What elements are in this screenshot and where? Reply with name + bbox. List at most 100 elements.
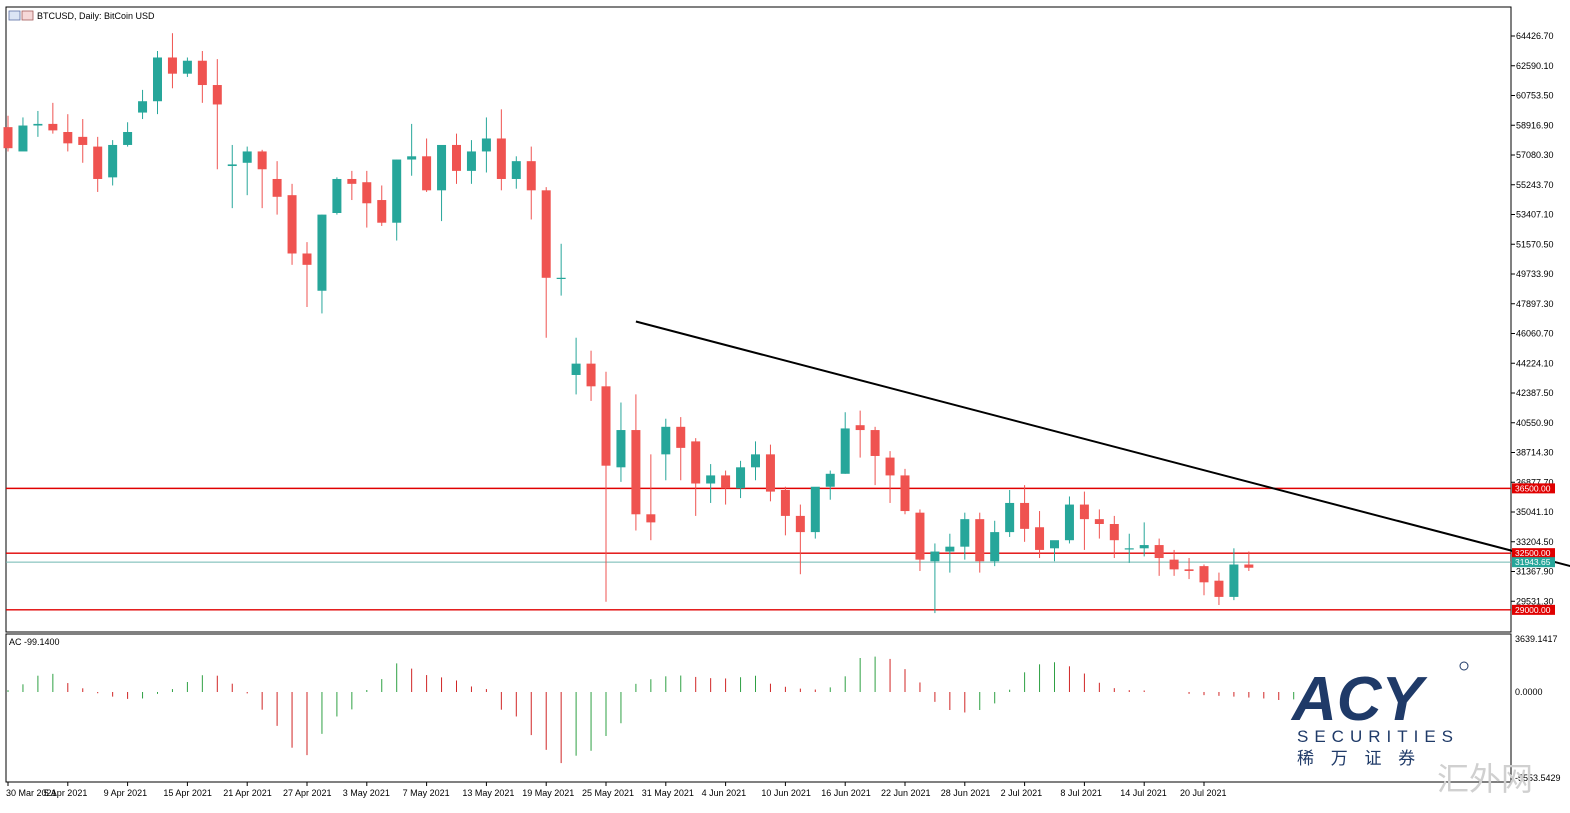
candle-body	[377, 200, 387, 223]
candle-body	[197, 60, 207, 86]
svg-text:SECURITIES: SECURITIES	[1297, 727, 1459, 746]
indicator-max-label: 3639.1417	[1515, 634, 1558, 644]
corner-watermark: 汇外网	[1437, 761, 1533, 797]
candle-body	[1064, 504, 1074, 541]
acy-logo: ACY SECURITIES 稀 万 证 券	[1290, 661, 1469, 768]
candle-body	[601, 386, 611, 466]
candle-body	[1199, 566, 1209, 583]
candle-body	[392, 159, 402, 223]
candle-body	[182, 60, 192, 74]
date-tick-label: 15 Apr 2021	[163, 788, 212, 798]
candle-body	[1184, 569, 1194, 571]
candle-body	[900, 475, 910, 512]
level-tag-label: 29000.00	[1515, 605, 1551, 615]
price-tick-label: 51570.50	[1516, 239, 1554, 249]
candle-body	[287, 195, 297, 254]
indicator-min-label: -5553.5429	[1515, 773, 1561, 783]
indicator-zero-label: 0.0000	[1515, 687, 1543, 697]
candle-body	[452, 144, 461, 171]
candle-body	[795, 515, 805, 533]
candle-body	[571, 363, 581, 375]
window-icon[interactable]	[8, 10, 34, 21]
candle-body	[990, 532, 1000, 562]
candle-body	[870, 430, 880, 456]
date-tick-label: 27 Apr 2021	[283, 788, 332, 798]
date-tick-label: 7 May 2021	[403, 788, 450, 798]
candle-body	[138, 101, 148, 113]
level-tag-label: 32500.00	[1515, 548, 1551, 558]
candle-body	[3, 127, 13, 149]
candle-body	[975, 519, 985, 562]
chart-title: BTCUSD, Daily: BitCoin USD	[37, 11, 155, 21]
candle-body	[302, 253, 312, 265]
candle-body	[1094, 519, 1104, 525]
candle-body	[78, 136, 88, 145]
bid-tag	[1512, 557, 1555, 568]
candle-body	[1035, 527, 1045, 550]
price-tick-label: 40550.90	[1516, 418, 1554, 428]
candle-body	[1169, 559, 1179, 570]
date-tick-label: 25 May 2021	[582, 788, 634, 798]
candle-body	[272, 178, 282, 197]
date-tick-label: 5 Apr 2021	[44, 788, 88, 798]
candle-body	[227, 164, 237, 167]
candle-body	[1020, 502, 1030, 529]
price-tick-label: 42387.50	[1516, 388, 1554, 398]
indicator-label: AC -99.1400	[9, 637, 60, 647]
price-tick-label: 64426.70	[1516, 31, 1554, 41]
candle-body	[736, 467, 746, 489]
candle-body	[661, 426, 671, 455]
candle-body	[1005, 502, 1015, 533]
candle-body	[646, 514, 656, 523]
date-tick-label: 28 Jun 2021	[941, 788, 991, 798]
price-tick-label: 49733.90	[1516, 269, 1554, 279]
price-tick-label: 53407.10	[1516, 210, 1554, 220]
level-tag-label: 36500.00	[1515, 483, 1551, 493]
date-tick-label: 19 May 2021	[522, 788, 574, 798]
svg-text:ACY: ACY	[1290, 665, 1429, 734]
price-tick-label: 57080.30	[1516, 150, 1554, 160]
price-tick-label: 36877.70	[1516, 477, 1554, 487]
candle-body	[362, 182, 372, 204]
candle-body	[1229, 564, 1239, 597]
indicator-panel-frame	[5, 633, 1512, 783]
date-tick-label: 16 Jun 2021	[821, 788, 871, 798]
candle-body	[93, 146, 103, 179]
candle-body	[960, 519, 970, 547]
candle-body	[347, 178, 357, 184]
candle-body	[840, 428, 850, 474]
candle-body	[1139, 545, 1149, 549]
trend-line[interactable]	[635, 320, 1570, 576]
price-axis: 64426.70 62590.10 60753.50 58916.90 57080.30…	[1511, 31, 1554, 606]
candle-body	[556, 277, 566, 279]
candle-body	[422, 156, 432, 191]
date-tick-label: 8 Jul 2021	[1060, 788, 1102, 798]
candle-body	[18, 125, 28, 152]
candle-body	[437, 144, 447, 191]
candle-body	[751, 454, 760, 468]
price-tick-label: 33204.50	[1516, 537, 1554, 547]
candle-body	[242, 151, 252, 163]
candle-body	[721, 475, 731, 489]
candle-body	[496, 138, 506, 179]
candle-body	[885, 457, 895, 476]
candle-body	[706, 475, 716, 484]
price-tick-label: 55243.70	[1516, 180, 1554, 190]
candle-body	[481, 138, 491, 152]
date-tick-label: 3 May 2021	[343, 788, 390, 798]
candle-body	[63, 132, 73, 144]
candle-body	[332, 178, 342, 213]
bid-tag-label: 31943.65	[1515, 557, 1551, 567]
trendline[interactable]	[635, 320, 1570, 576]
price-tick-label: 62590.10	[1516, 61, 1554, 71]
candle-body	[586, 363, 596, 387]
candle-body	[691, 441, 701, 484]
date-tick-label: 2 Jul 2021	[1001, 788, 1043, 798]
candle-body	[1154, 545, 1164, 559]
price-tick-label: 58916.90	[1516, 120, 1554, 130]
date-tick-label: 22 Jun 2021	[881, 788, 931, 798]
horizontal-levels[interactable]	[6, 487, 1511, 611]
date-tick-label: 20 Jul 2021	[1180, 788, 1227, 798]
price-tick-label: 60753.50	[1516, 91, 1554, 101]
